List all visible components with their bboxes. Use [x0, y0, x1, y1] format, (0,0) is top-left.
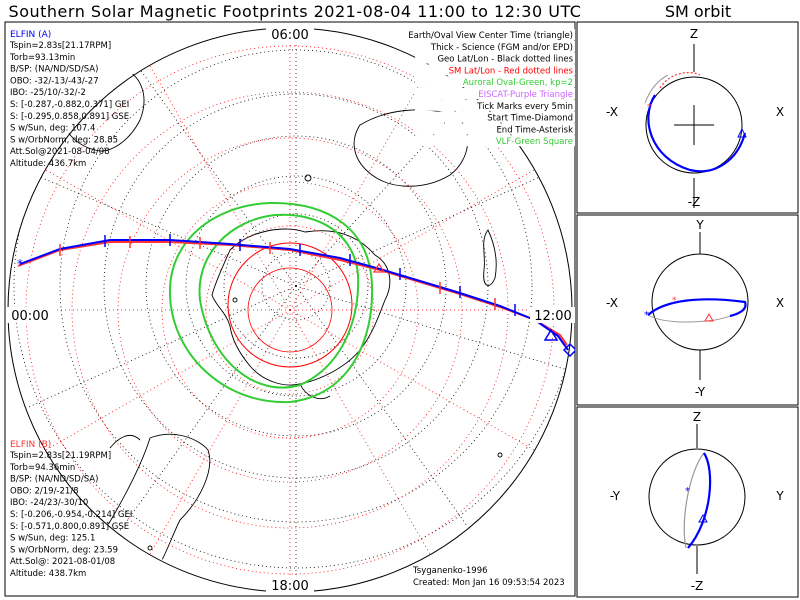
legend-entry: Start Time-Diamond — [487, 114, 573, 124]
model-credit: Tsyganenko-1996 — [412, 566, 488, 576]
elfin-a-info-line: S w/OrbNorm, deg: 28.85 — [10, 135, 118, 145]
start-diamond-icon: * — [17, 257, 23, 271]
plot-title: Southern Solar Magnetic Footprints 2021-… — [8, 2, 582, 21]
elfin-a-track — [19, 239, 569, 351]
elfin-b-info-line: B/SP: (NA/ND/SD/SA) — [10, 475, 98, 485]
sm-pole-circle — [227, 242, 353, 368]
auroral-oval — [168, 201, 374, 404]
elfin-a-info-line: B/SP: (NA/ND/SD/SA) — [10, 65, 98, 75]
clock-label-right: 12:00 — [534, 309, 571, 324]
view-center-triangle-b-icon — [372, 262, 386, 273]
elfin-b-info-line: S: [-0.571,0.800,0.891] GSE — [10, 522, 129, 532]
map-legend: Earth/Oval View Center Time (triangle) Th… — [408, 29, 575, 147]
elfin-b-info-line: IBO: -24/23/-30/10 — [10, 498, 88, 508]
orbit-panel-title: SM orbit — [664, 2, 732, 21]
clock-label-bottom: 18:00 — [271, 579, 308, 594]
elfin-b-info-line: S w/Sun, deg: 125.1 — [10, 534, 95, 544]
track-tick-marks — [104, 234, 516, 316]
elfin-b-info-line: Tspin=2.83s[21.19RPM] — [9, 451, 111, 461]
elfin-a-info-line: IBO: -25/10/-32/-2 — [10, 88, 86, 98]
elfin-a-info-line: S w/Sun, deg: 107.4 — [10, 124, 95, 134]
legend-entry: End Time-Asterisk — [496, 125, 573, 135]
end-diamond-icon — [562, 342, 575, 358]
elfin-a-info-line: Tspin=2.83s[21.17RPM] — [9, 41, 111, 51]
legend-entry: Earth/Oval View Center Time (triangle) — [408, 31, 573, 41]
elfin-b-info-line: OBO: 2/19/-21/8 — [10, 486, 79, 496]
legend-entry: Geo Lat/Lon - Black dotted lines — [437, 55, 573, 65]
elfin-b-info-line: S: [-0.206,-0.954,-0.214] GEI — [10, 510, 132, 520]
legend-entry: EISCAT-Purple Triangle — [478, 90, 573, 100]
elfin-b-info-line: Att.Sol@: 2021-08-01/08 — [10, 557, 115, 567]
legend-entry: SM Lat/Lon - Red dotted lines — [449, 66, 574, 76]
elfin-a-info-line: S: [-0.295,0.858,0.891] GSE — [10, 112, 129, 122]
elfin-b-info-line: Torb=94.36min — [9, 463, 75, 473]
elfin-a-info-line: OBO: -32/-13/-43/-27 — [10, 76, 99, 86]
legend-entry: Auroral Oval-Green, kp=2 — [463, 78, 573, 88]
elfin-a-header: ELFIN (A) — [10, 30, 51, 40]
elfin-b-info: ELFIN (B) Tspin=2.83s[21.19RPM] Torb=94.3… — [9, 440, 132, 579]
legend-entry: Tick Marks every 5min — [476, 102, 573, 112]
elfin-a-info-line: Torb=93.13min — [9, 53, 75, 63]
elfin-a-info-line: S: [-0.287,-0.882,0.371] GEI — [10, 100, 129, 110]
elfin-a-info-line: Altitude: 436.7km — [10, 159, 86, 169]
clock-label-left: 00:00 — [11, 309, 48, 324]
elfin-a-info-line: Att.Sol@2021-08-04/08 — [10, 147, 110, 157]
legend-entry: Thick - Science (FGM and/or EPD) — [430, 43, 573, 53]
view-center-triangle-icon — [543, 328, 559, 341]
elfin-b-header: ELFIN (B) — [10, 440, 51, 450]
created-timestamp: Created: Mon Jan 16 09:53:54 2023 — [413, 578, 565, 588]
elfin-b-info-line: Altitude: 438.7km — [10, 569, 86, 579]
clock-label-top: 06:00 — [271, 28, 308, 43]
legend-entry: VLF-Green Square — [496, 137, 573, 147]
mlt-clock-labels: 06:00 00:00 12:00 18:00 — [6, 26, 575, 594]
track-tick-marks-b — [59, 236, 496, 310]
elfin-a-info: ELFIN (A) Tspin=2.83s[21.17RPM] Torb=93.1… — [9, 30, 129, 169]
geo-latlon-grid — [8, 26, 572, 590]
elfin-b-info-line: S w/OrbNorm, deg: 23.59 — [10, 545, 118, 555]
